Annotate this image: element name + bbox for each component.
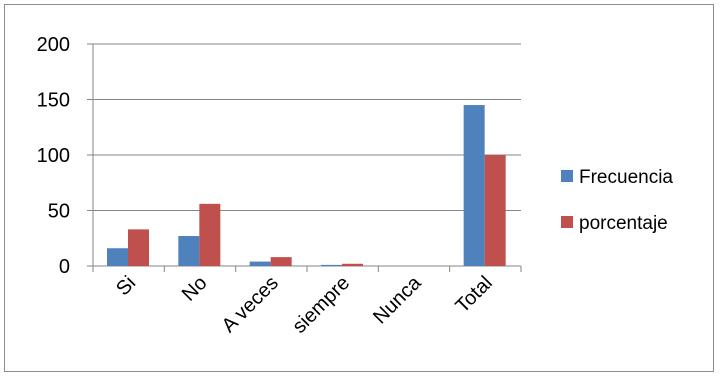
- x-tick-label: A veces: [218, 272, 283, 337]
- bar-frecuencia-si: [107, 248, 128, 266]
- legend-swatch-porcentaje: [561, 216, 573, 228]
- bar-porcentaje-si: [128, 229, 149, 266]
- x-tick-label: No: [178, 272, 212, 306]
- bar-porcentaje-total: [484, 155, 506, 266]
- y-tick-label: 150: [37, 90, 70, 112]
- bar-frecuencia-a-veces: [249, 261, 271, 266]
- bar-frecuencia-no: [178, 236, 200, 266]
- x-tick-label: Si: [112, 272, 140, 300]
- legend-swatch-frecuencia: [561, 170, 573, 182]
- bar-frecuencia-total: [463, 105, 485, 266]
- y-tick-label: 50: [48, 201, 70, 223]
- bar-porcentaje-no: [199, 203, 221, 266]
- x-tick-label: Nunca: [369, 271, 426, 328]
- chart-frame: [4, 4, 714, 372]
- legend-label-frecuencia: Frecuencia: [579, 167, 673, 188]
- x-tick-label: siempre: [288, 272, 354, 338]
- legend-label-porcentaje: porcentaje: [579, 213, 668, 234]
- bar-porcentaje-a-veces: [270, 257, 292, 266]
- y-tick-label: 200: [37, 34, 70, 56]
- bar-frecuencia-siempre: [321, 264, 342, 266]
- y-tick-label: 0: [59, 256, 70, 278]
- bar-porcentaje-siempre: [342, 263, 363, 266]
- x-tick-label: Total: [451, 272, 496, 317]
- y-tick-label: 100: [37, 145, 70, 167]
